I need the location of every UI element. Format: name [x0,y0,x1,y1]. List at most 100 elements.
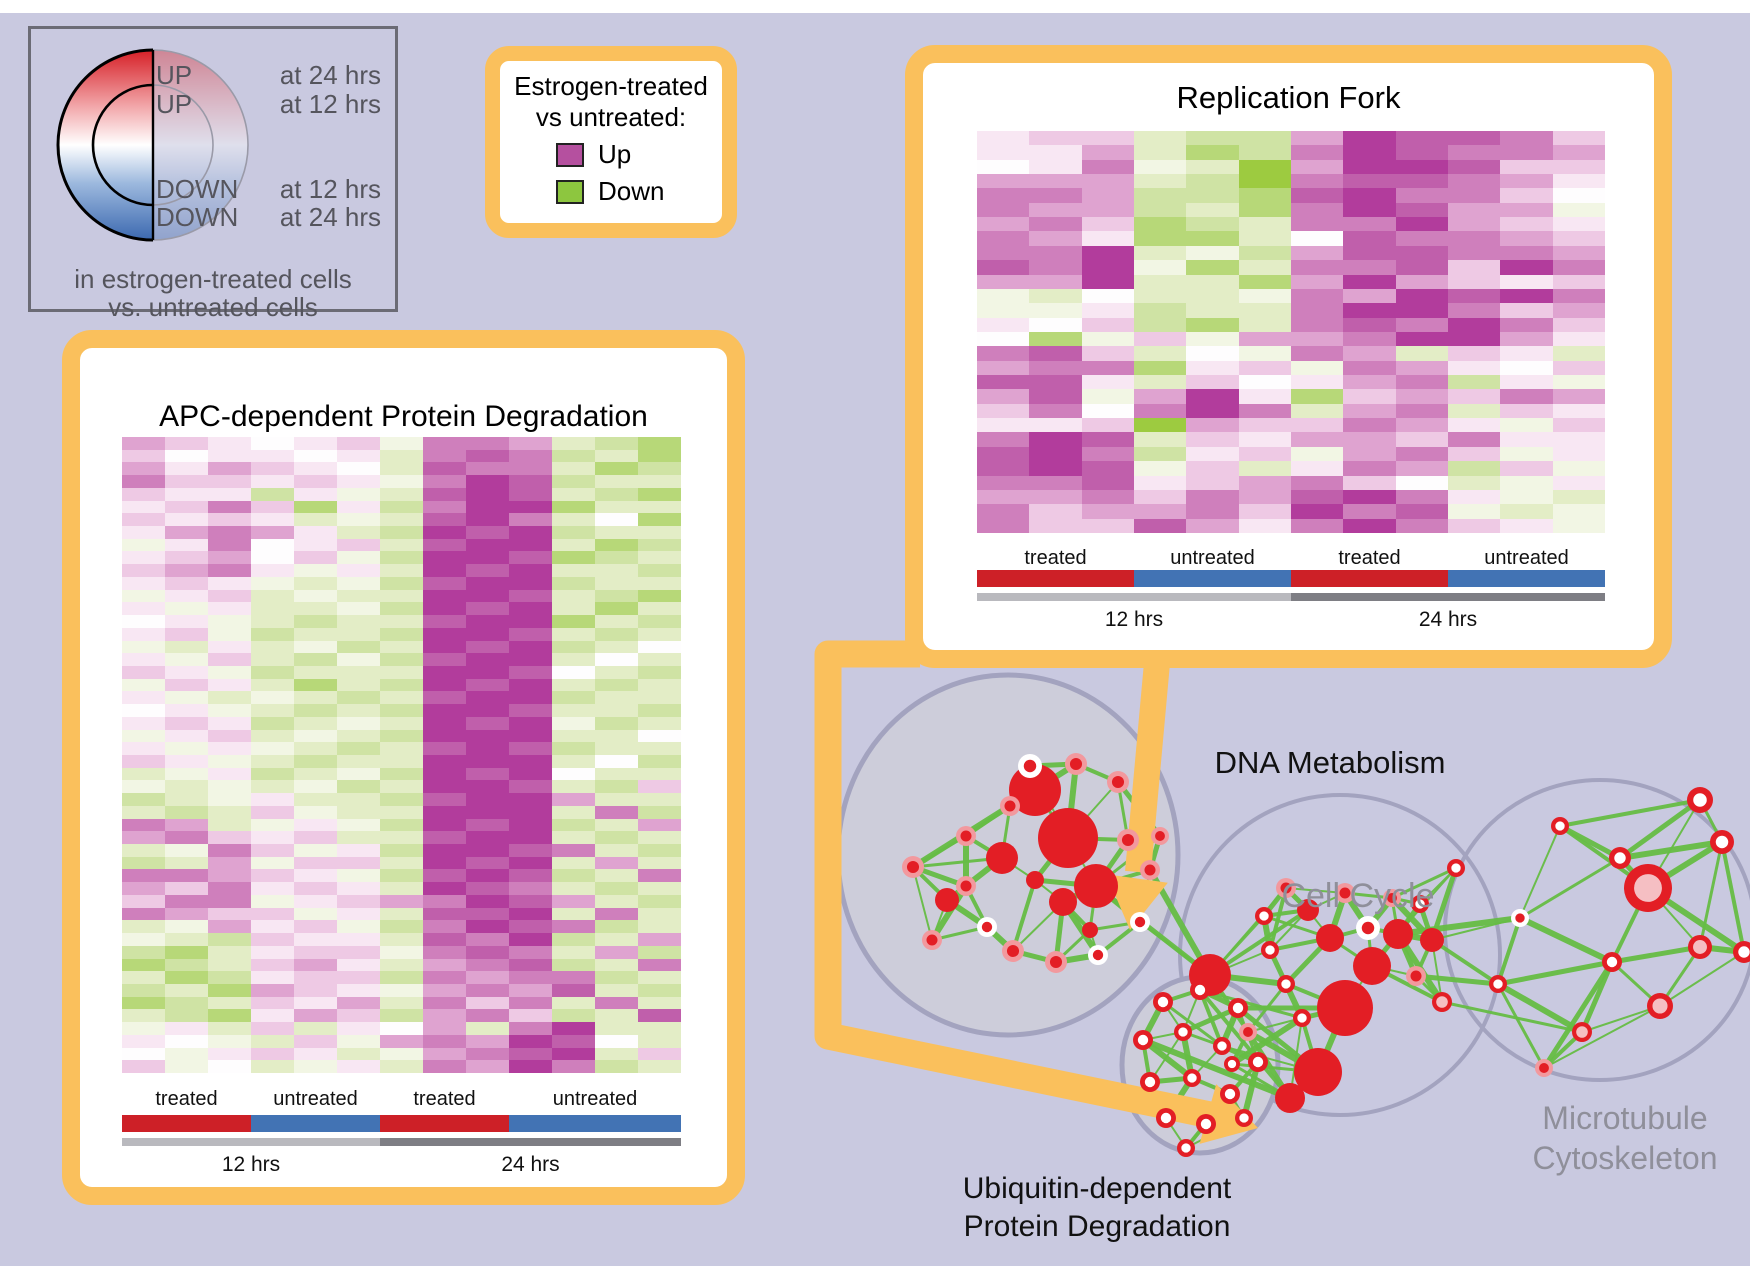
heatmap-cell [466,551,509,565]
bar-segment [1134,570,1291,587]
heatmap-cell [509,920,552,934]
ring-label-down-12: DOWN [156,174,239,204]
heatmap-cell [251,437,294,450]
heatmap-cell [337,793,380,806]
heatmap-cell [552,983,595,997]
apc-time-labels: 12 hrs 24 hrs [122,1150,681,1180]
heatmap-cell [251,704,294,717]
heatmap-cell [1447,288,1501,304]
heatmap-cell [337,818,380,832]
heatmap-cell [1238,217,1291,232]
heatmap-cell [595,716,638,730]
heatmap-cell [380,678,423,692]
heatmap-cell [337,805,380,819]
heatmap-cell [1395,475,1448,490]
rf-condition-bars [977,570,1605,587]
heatmap-cell [509,627,552,641]
heatmap-cell [251,678,294,692]
heatmap-cell [595,907,638,921]
heatmap-cell [1238,489,1291,505]
heatmap-cell [1552,317,1605,332]
heatmap-cell [1395,346,1448,361]
ring-time-12: at 12 hrs [279,89,381,119]
heatmap-cell [509,793,552,806]
heatmap-cell [208,755,251,768]
heatmap-cell [380,742,423,755]
heatmap-cell [977,475,1030,490]
heatmap-cell [380,615,423,628]
heatmap-cell [423,1034,466,1048]
heatmap-cell [638,983,681,997]
heatmap-cell [595,653,638,666]
heatmap-cell [1029,303,1082,318]
heatmap-cell [165,704,208,717]
heatmap-cell [466,602,509,616]
heatmap-cell [1186,317,1239,332]
heatmap-cell [466,449,509,463]
heatmap-cell [251,538,294,552]
heatmap-cell [380,1009,423,1023]
heatmap-cell [509,678,552,692]
heatmap-cell [466,933,509,946]
heatmap-cell [122,564,165,577]
heatmap-cell [294,449,337,463]
heatmap-cell [466,907,509,921]
heatmap-cell [1029,475,1082,490]
heatmap-cell [1029,202,1082,218]
heatmap-cell [552,958,595,972]
ring-legend-box: UP at 24 hrs UP at 12 hrs DOWN at 12 hrs… [28,26,398,321]
heatmap-cell [423,704,466,717]
ring-footer-line2: vs. untreated cells [108,292,318,322]
heatmap-cell [1290,131,1344,146]
heatmap-cell [509,475,552,488]
ring-time-down-12: at 12 hrs [279,174,381,204]
heatmap-cell [1029,217,1082,232]
heatmap-cell [1133,202,1187,218]
heatmap-cell [977,131,1030,146]
heatmap-cell [466,856,509,870]
heatmap-cell [1081,518,1134,533]
heatmap-cell [1500,303,1553,318]
heatmap-cell [1238,202,1291,218]
heatmap-cell [1552,461,1605,476]
heatmap-cell [1081,403,1134,419]
heatmap-cell [380,653,423,666]
heatmap-cell [1552,360,1605,376]
heatmap-cell [552,487,595,501]
heatmap-cell [165,818,208,832]
heatmap-cell [638,691,681,705]
heatmap-cell [122,437,165,450]
heatmap-cell [1238,346,1291,361]
heatmap-cell [638,920,681,934]
heatmap-cell [1343,159,1396,175]
heatmap-cell [977,375,1030,390]
heatmap-cell [1238,274,1291,289]
heatmap-cell [638,564,681,577]
heatmap-cell [1186,418,1239,433]
heatmap-cell [552,844,595,857]
heatmap-cell [509,1034,552,1048]
heatmap-cell [1029,159,1082,175]
heatmap-cell [337,844,380,857]
heatmap-cell [165,805,208,819]
group-segment-label: untreated [552,1087,638,1110]
heatmap-cell [423,475,466,488]
heatmap-cell [638,793,681,806]
heatmap-cell [595,882,638,895]
heatmap-cell [509,589,552,603]
heatmap-cell [638,767,681,781]
heatmap-cell [165,971,208,984]
heatmap-cell [1238,360,1291,376]
heatmap-cell [1500,317,1553,332]
heatmap-cell [1238,159,1291,175]
heatmap-cell [251,513,294,527]
heatmap-cell [1186,145,1239,160]
heatmap-cell [1343,489,1396,505]
heatmap-cell [509,437,552,450]
heatmap-cell [509,742,552,755]
heatmap-cell [1395,461,1448,476]
group-segment-label: 24 hrs [1418,608,1478,631]
heatmap-cell [1290,288,1344,304]
heatmap-cell [337,920,380,934]
heatmap-cell [552,589,595,603]
